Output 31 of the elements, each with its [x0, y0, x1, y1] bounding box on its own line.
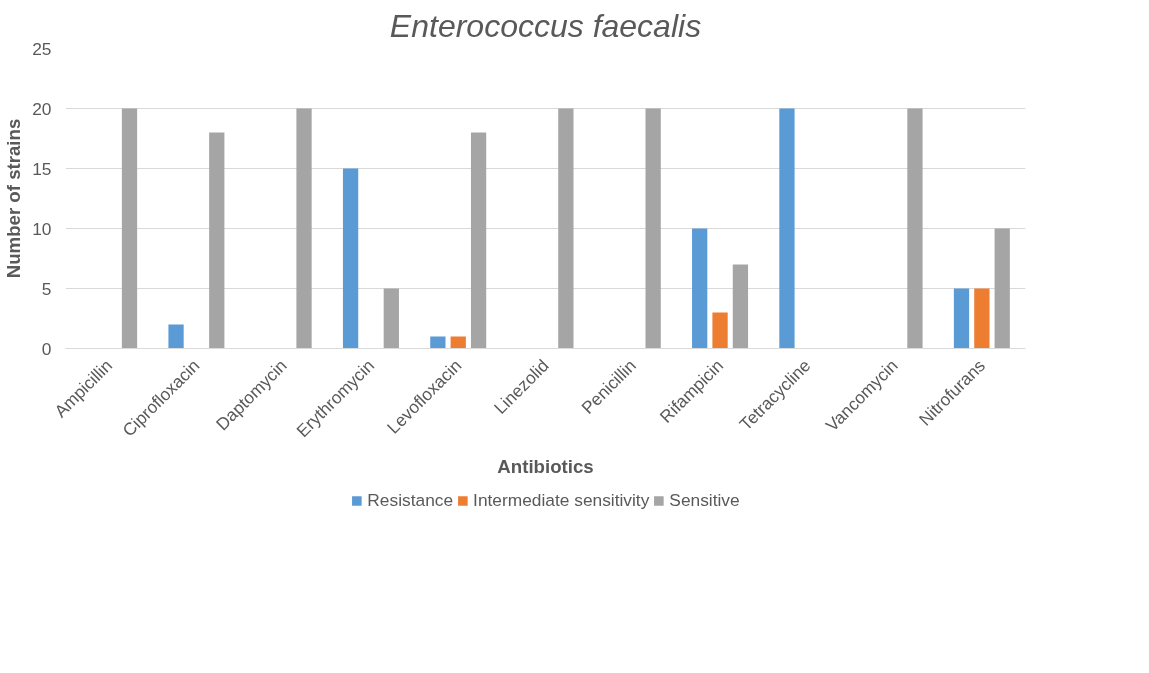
- bar: [209, 132, 225, 349]
- y-axis-title: Number of strains: [3, 118, 25, 279]
- y-tick-label: 10: [32, 218, 52, 239]
- bar: [470, 132, 487, 349]
- legend-label: Intermediate sensitivity: [473, 489, 650, 511]
- bar: [296, 108, 312, 349]
- bar: [994, 228, 1010, 349]
- bar: [953, 288, 970, 349]
- legend-label: Resistance: [367, 489, 454, 511]
- y-tick-label: 15: [32, 158, 52, 179]
- chart-title: Enterococcus faecalis: [389, 7, 702, 44]
- bar: [974, 288, 990, 349]
- bar: [732, 264, 749, 349]
- legend-label: Sensitive: [669, 489, 740, 511]
- bar: [168, 324, 184, 349]
- y-tick-label: 20: [32, 98, 52, 119]
- bar: [692, 228, 708, 349]
- y-tick-label: 5: [41, 278, 52, 299]
- bar: [430, 336, 446, 349]
- bar: [342, 168, 359, 349]
- bar: [779, 108, 795, 349]
- bar: [121, 108, 138, 349]
- bar: [450, 336, 466, 349]
- y-tick-label: 25: [32, 38, 52, 59]
- bar: [712, 312, 728, 349]
- x-axis-title: Antibiotics: [497, 456, 594, 478]
- bar: [907, 108, 923, 349]
- bar: [383, 288, 399, 349]
- bar: [558, 108, 574, 349]
- bar: [645, 108, 661, 349]
- y-tick-label: 0: [41, 338, 52, 359]
